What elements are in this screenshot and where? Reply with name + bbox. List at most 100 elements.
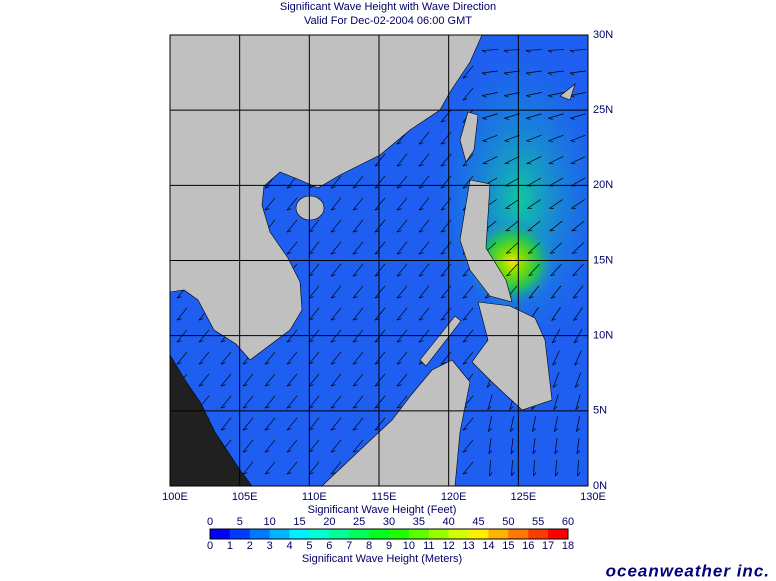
arrow [570,156,586,165]
arrow [571,242,585,254]
arrow [352,175,364,189]
colorbar-swatch [389,529,410,539]
arrow [352,395,364,409]
colorbar-swatch [448,529,470,539]
arrow [554,438,559,455]
colorbar-swatch [408,529,430,539]
lon-label: 105E [232,491,258,503]
lat-label: 20N [593,179,613,191]
colorbar-swatch [229,529,251,539]
meters-label: 13 [462,540,474,552]
arrow [547,70,564,76]
arrow [242,461,254,475]
arrow [548,113,564,120]
arrow [527,199,541,209]
colorbar-swatch [289,529,310,539]
meters-label: 16 [522,540,534,552]
arrow [264,461,276,475]
arrow [462,87,474,101]
arrow [548,156,564,165]
arrow [505,220,519,232]
arrow [570,134,586,142]
colorbar-swatch [309,529,330,539]
meters-label: 14 [482,540,494,552]
arrow [396,197,408,211]
arrow [264,395,276,409]
lon-label: 130E [580,491,606,503]
arrow [286,219,298,233]
arrow [550,263,562,277]
arrow [220,395,232,409]
arrow [330,219,342,233]
arrow [242,373,254,387]
arrow [462,285,474,299]
arrow [440,153,452,167]
arrow [531,416,537,433]
arrow [396,351,408,365]
meters-label: 7 [346,540,352,552]
arrow [481,70,498,76]
colorbar-swatch [428,529,450,539]
arrow [286,373,298,387]
arrow [549,242,563,254]
arrow [462,65,474,79]
arrow [462,417,474,431]
colorbar-swatch [468,529,489,539]
arrow [242,439,254,453]
arrow [575,416,581,433]
colorbar-swatch [528,529,549,539]
arrow [548,134,564,142]
arrow [549,199,563,209]
arrow [504,92,520,98]
arrow [396,307,408,321]
lon-label: 115E [372,491,397,503]
arrow [396,153,408,167]
arrow [418,241,430,255]
map-frame [169,34,589,487]
arrow [418,285,430,299]
arrow [440,175,452,189]
arrow [533,459,537,477]
arrow [462,153,474,167]
arrow [264,351,276,365]
colorbar-swatch [488,529,509,539]
arrow [482,113,498,120]
arrow [510,438,515,455]
arrow [352,373,364,387]
arrow [528,285,540,299]
arrow [526,156,542,165]
lon-label: 110E [302,491,327,503]
colorbar-swatch [210,529,231,539]
arrow [482,92,498,98]
meters-label: 11 [423,540,434,552]
title: Significant Wave Height with Wave Direct… [280,1,496,13]
arrow [526,92,542,98]
arrow [504,156,520,165]
arrow [418,197,430,211]
arrow [577,459,581,477]
arrow [440,351,452,365]
brand: oceanweather inc. [606,561,770,580]
colorbar-swatch [349,529,370,539]
arrow [396,395,408,409]
land [170,35,576,486]
arrow [440,285,452,299]
colorbar [209,528,569,540]
arrow [330,439,342,453]
meters-label: 18 [562,540,574,552]
arrow [352,351,364,365]
colorbar-swatch [548,529,569,539]
feet-label: 25 [353,516,365,528]
arrow [286,351,298,365]
lon-label: 120E [441,491,467,503]
meters-label: 9 [386,540,392,552]
arrow [487,394,493,410]
feet-label: 5 [237,516,243,528]
lat-label: 25N [593,104,613,116]
subtitle: Valid For Dec-02-2004 06:00 GMT [304,15,472,27]
feet-label: 55 [532,516,544,528]
arrow [242,395,254,409]
arrow [555,459,559,477]
arrow [242,417,254,431]
